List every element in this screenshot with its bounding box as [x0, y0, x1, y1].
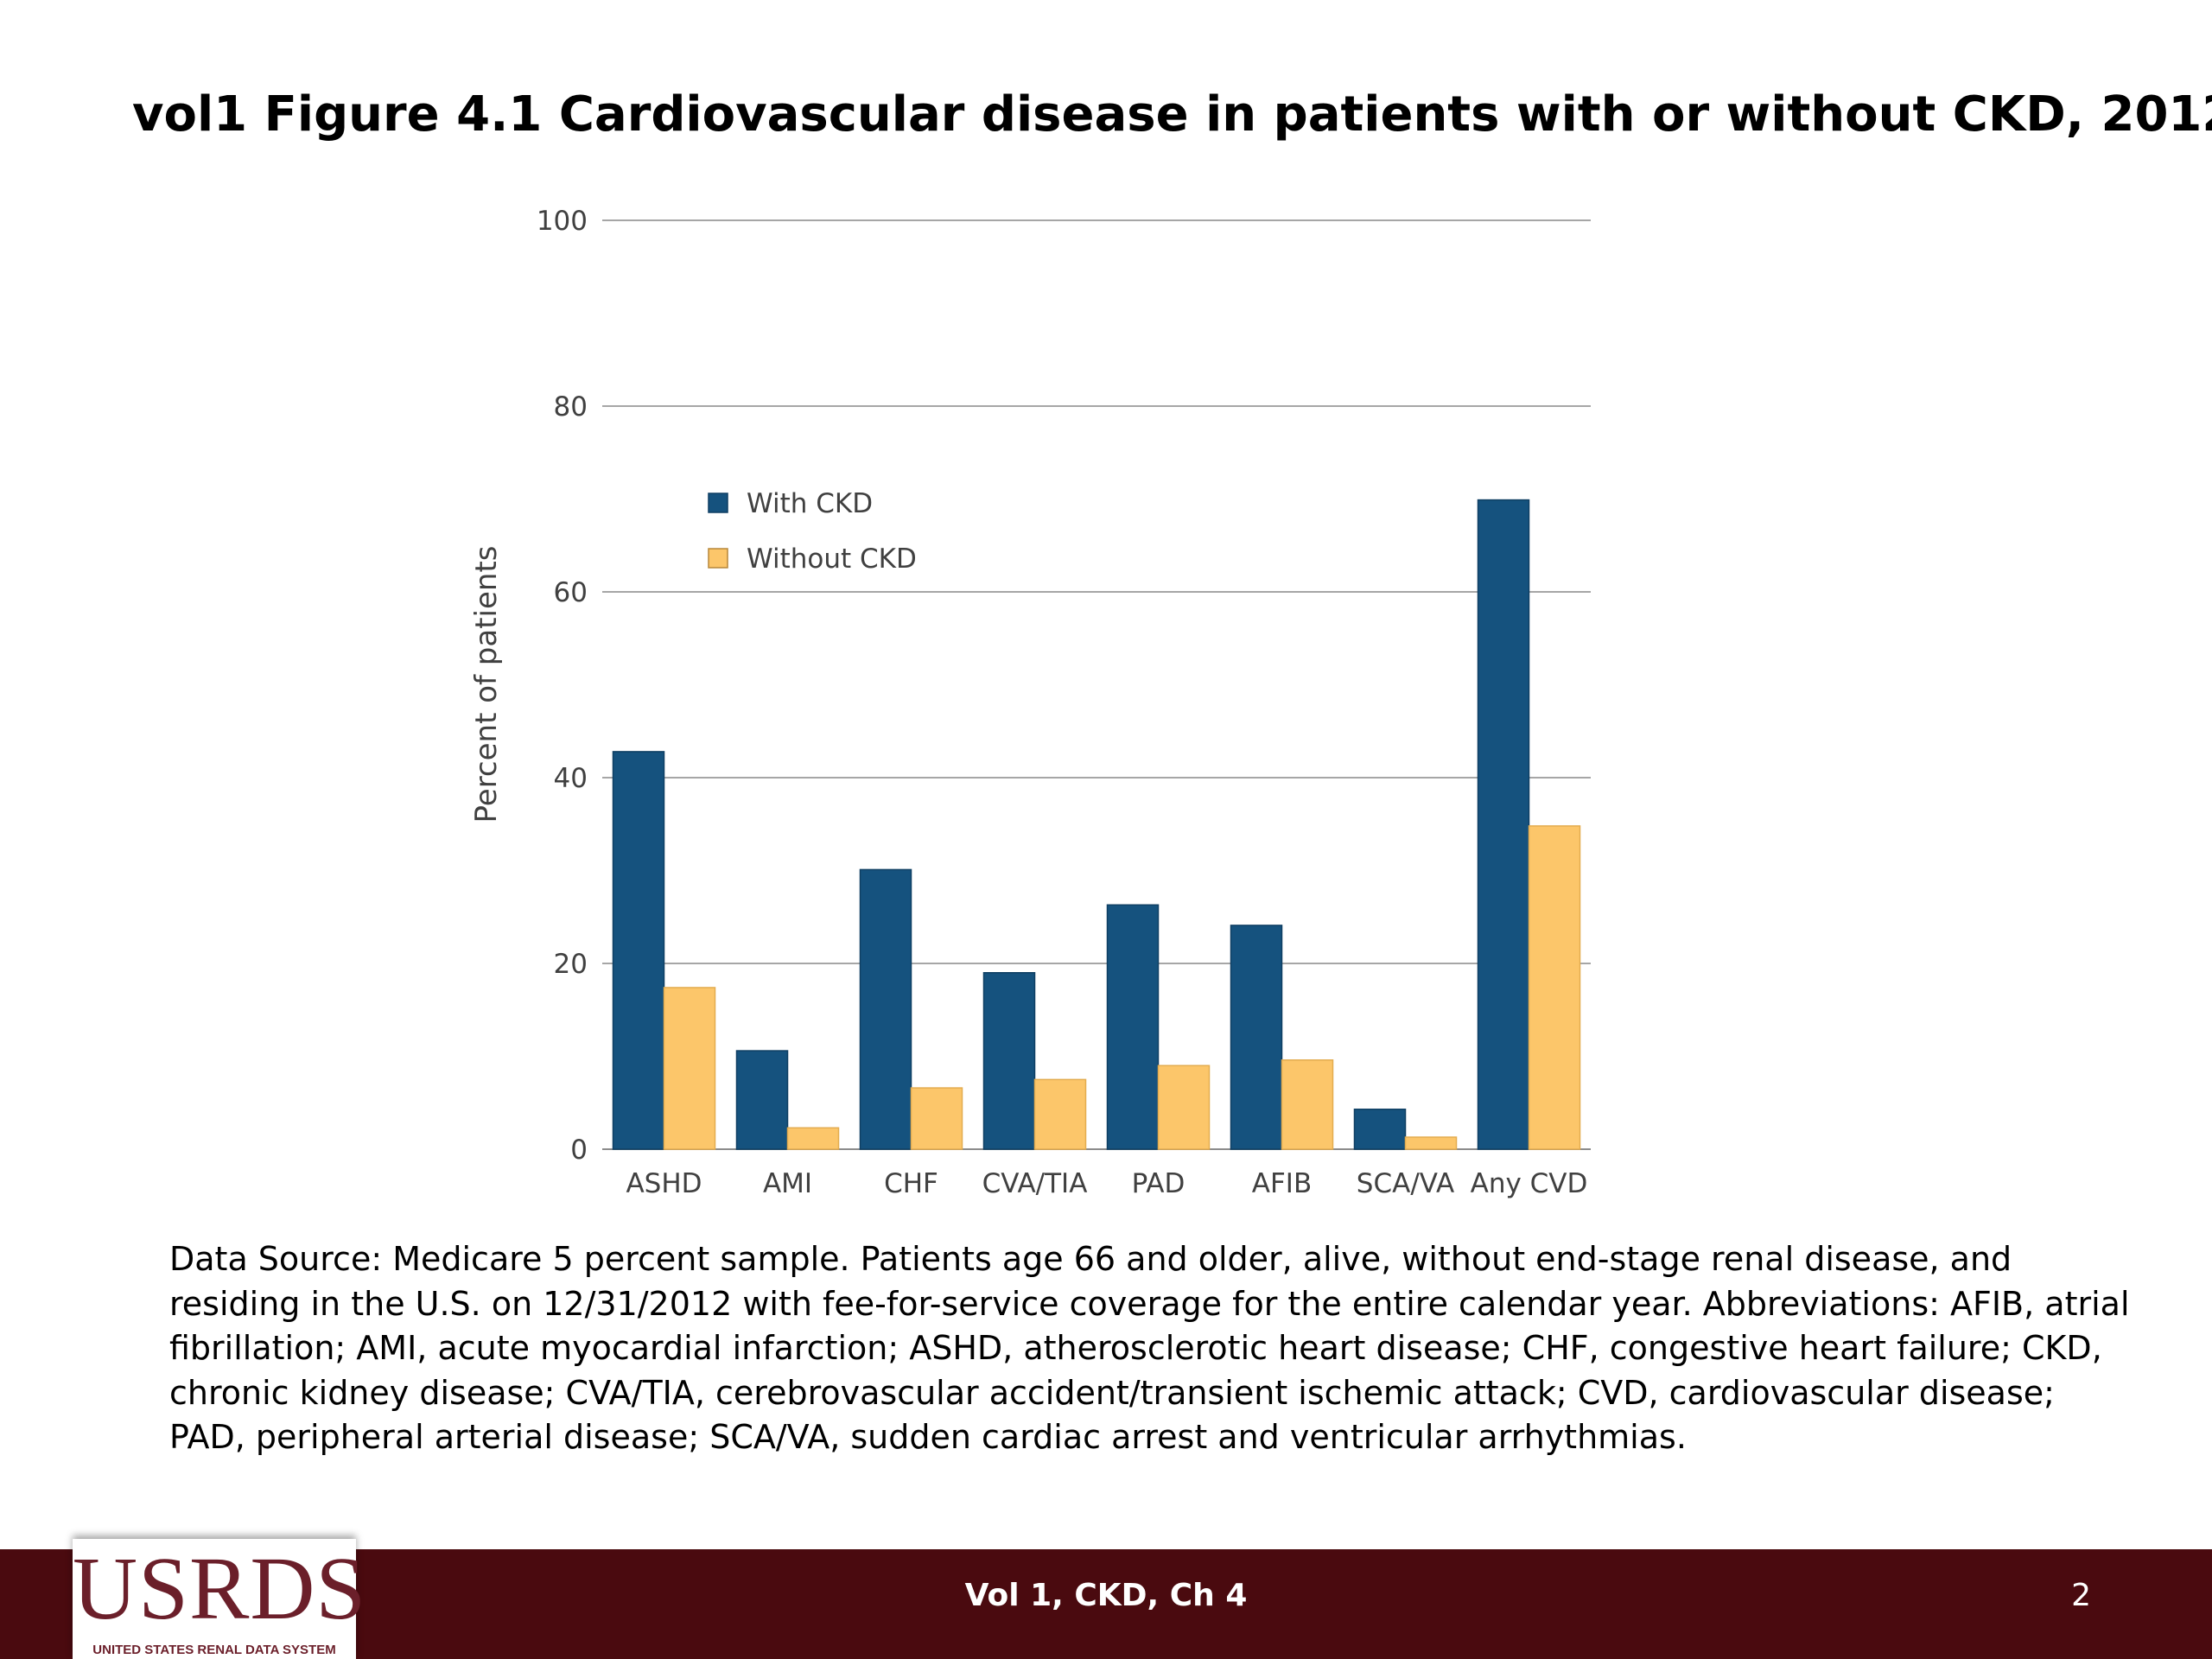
- footer-bar: [0, 1549, 2212, 1659]
- y-tick-label: 100: [537, 206, 588, 237]
- bar-with-ckd: [859, 868, 912, 1150]
- x-tick-label: AMI: [763, 1168, 812, 1199]
- data-source-note: Data Source: Medicare 5 percent sample. …: [169, 1240, 2130, 1456]
- bar-without-ckd: [1528, 825, 1581, 1150]
- bar-without-ckd: [1033, 1078, 1087, 1150]
- page-number: 2: [2071, 1578, 2091, 1613]
- x-tick-label: ASHD: [626, 1168, 702, 1199]
- legend: With CKD Without CKD: [708, 488, 917, 575]
- bars: [612, 499, 1581, 1150]
- x-tick-label: CVA/TIA: [982, 1168, 1088, 1199]
- axes: 0 20 40 60 80 100 Percent of patients ASHD AMI CH…: [469, 206, 1587, 1199]
- bar-with-ckd: [612, 751, 665, 1150]
- y-tick-label: 80: [554, 391, 588, 423]
- bar-with-ckd: [1353, 1109, 1407, 1150]
- bar-with-ckd: [735, 1050, 789, 1150]
- footer-label: Vol 1, CKD, Ch 4: [964, 1578, 1248, 1613]
- logo-wordmark: USRDS: [73, 1539, 367, 1638]
- x-tick-label: Any CVD: [1471, 1168, 1588, 1199]
- y-tick-label: 60: [554, 577, 588, 608]
- bar-with-ckd: [1230, 925, 1283, 1150]
- x-tick-label: PAD: [1132, 1168, 1185, 1199]
- bar-with-ckd: [982, 972, 1036, 1150]
- y-axis-title: Percent of patients: [469, 545, 504, 823]
- usrds-logo: USRDS UNITED STATES RENAL DATA SYSTEM: [73, 1539, 367, 1659]
- bar-without-ckd: [1281, 1059, 1334, 1150]
- legend-swatch: [708, 493, 728, 513]
- bar-with-ckd: [1477, 499, 1530, 1150]
- bar-without-ckd: [786, 1127, 840, 1150]
- bar-without-ckd: [663, 987, 716, 1150]
- bar-without-ckd: [1404, 1136, 1458, 1150]
- legend-label: Without CKD: [747, 543, 917, 575]
- y-tick-label: 20: [554, 949, 588, 980]
- bar-without-ckd: [1157, 1065, 1211, 1150]
- bar-chart: 0 20 40 60 80 100 Percent of patients ASHD AMI CH…: [469, 206, 1591, 1199]
- logo-subtitle: UNITED STATES RENAL DATA SYSTEM: [92, 1643, 336, 1657]
- legend-label: With CKD: [747, 488, 873, 519]
- slide-title: vol1 Figure 4.1 Cardiovascular disease i…: [132, 86, 2212, 143]
- bar-with-ckd: [1106, 904, 1160, 1150]
- x-tick-label: CHF: [884, 1168, 938, 1199]
- x-tick-label: SCA/VA: [1357, 1168, 1454, 1199]
- x-tick-label: AFIB: [1252, 1168, 1312, 1199]
- bar-without-ckd: [910, 1087, 963, 1150]
- y-tick-label: 0: [570, 1135, 588, 1166]
- y-tick-label: 40: [554, 763, 588, 794]
- gridlines: [602, 219, 1591, 1150]
- legend-swatch: [708, 548, 728, 569]
